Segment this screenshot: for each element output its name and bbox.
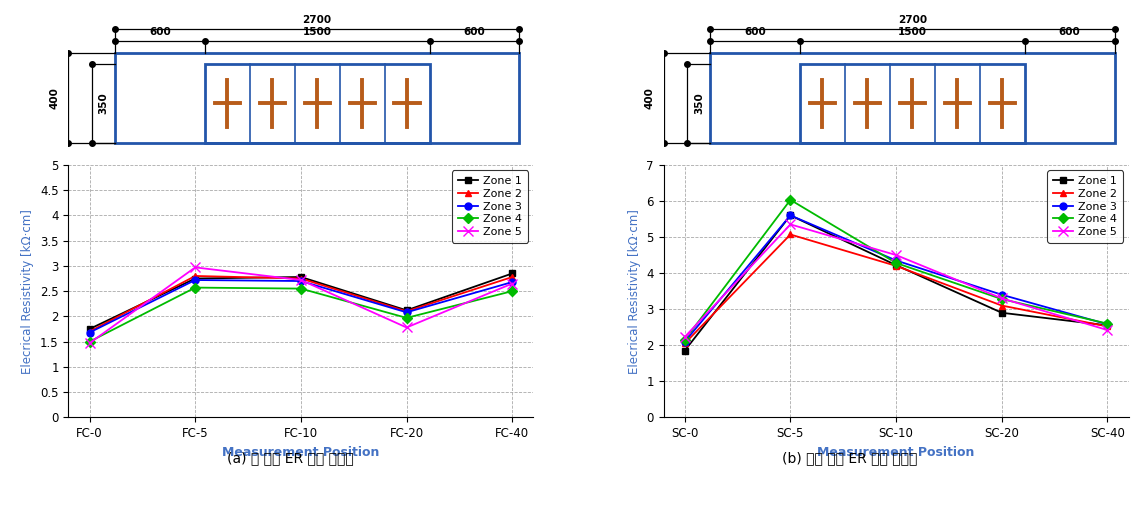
Line: Zone 4: Zone 4	[682, 196, 1112, 343]
Line: Zone 3: Zone 3	[682, 212, 1112, 345]
Line: Zone 1: Zone 1	[682, 212, 1112, 354]
Zone 5	[83, 340, 97, 346]
Text: 600: 600	[744, 27, 766, 37]
Text: (b) 전단 기둥 ER 결과 그래프: (b) 전단 기둥 ER 결과 그래프	[782, 451, 917, 465]
Zone 2	[783, 232, 797, 238]
Zone 2	[1100, 323, 1114, 329]
Zone 3	[995, 292, 1009, 298]
Text: 1500: 1500	[898, 27, 927, 37]
Zone 2	[678, 341, 692, 347]
X-axis label: Measurement Position: Measurement Position	[222, 446, 380, 459]
Zone 4	[889, 260, 903, 266]
Y-axis label: Elecrical Resistivity [kΩ·cm]: Elecrical Resistivity [kΩ·cm]	[22, 209, 34, 374]
Zone 3	[783, 212, 797, 218]
Line: Zone 2: Zone 2	[86, 272, 515, 335]
Zone 1	[1100, 322, 1114, 328]
Zone 5	[678, 334, 692, 340]
Zone 3	[889, 258, 903, 264]
Zone 4	[294, 286, 308, 292]
Line: Zone 3: Zone 3	[86, 276, 515, 336]
Zone 4	[783, 197, 797, 203]
Zone 5	[995, 295, 1009, 301]
Legend: Zone 1, Zone 2, Zone 3, Zone 4, Zone 5: Zone 1, Zone 2, Zone 3, Zone 4, Zone 5	[1048, 171, 1123, 243]
Zone 5	[505, 280, 519, 287]
Zone 1	[294, 274, 308, 280]
Zone 2	[188, 273, 202, 279]
Zone 2	[294, 275, 308, 281]
Zone 2	[889, 263, 903, 269]
Text: 350: 350	[99, 93, 108, 114]
Zone 2	[83, 328, 97, 334]
Zone 2	[505, 274, 519, 280]
Zone 1	[889, 262, 903, 268]
Zone 3	[505, 279, 519, 285]
Zone 3	[678, 338, 692, 345]
Text: 2700: 2700	[302, 15, 332, 24]
Text: 400: 400	[644, 87, 654, 109]
Text: 600: 600	[464, 27, 486, 37]
Zone 3	[83, 329, 97, 335]
Zone 5	[783, 221, 797, 228]
Zone 1	[678, 348, 692, 354]
Zone 1	[83, 326, 97, 332]
Y-axis label: Elecrical Resistivity [kΩ·cm]: Elecrical Resistivity [kΩ·cm]	[628, 209, 641, 374]
Zone 4	[188, 285, 202, 291]
Zone 4	[505, 288, 519, 294]
Line: Zone 5: Zone 5	[84, 263, 518, 348]
Zone 3	[294, 278, 308, 284]
Zone 4	[83, 338, 97, 345]
Zone 2	[400, 308, 414, 315]
Line: Zone 4: Zone 4	[86, 284, 515, 345]
Zone 5	[294, 277, 308, 283]
Zone 4	[400, 315, 414, 321]
Text: 600: 600	[1059, 27, 1081, 37]
Line: Zone 2: Zone 2	[682, 231, 1112, 347]
Text: 1500: 1500	[303, 27, 332, 37]
Zone 2	[995, 302, 1009, 308]
Text: 2700: 2700	[898, 15, 927, 24]
Zone 4	[1100, 321, 1114, 327]
Text: 350: 350	[694, 93, 703, 114]
Line: Zone 5: Zone 5	[679, 219, 1113, 342]
Zone 3	[1100, 321, 1114, 327]
Zone 1	[783, 212, 797, 218]
Line: Zone 1: Zone 1	[86, 270, 515, 332]
Zone 4	[995, 296, 1009, 302]
Zone 5	[1100, 327, 1114, 333]
Legend: Zone 1, Zone 2, Zone 3, Zone 4, Zone 5: Zone 1, Zone 2, Zone 3, Zone 4, Zone 5	[453, 171, 528, 243]
Zone 3	[400, 309, 414, 316]
X-axis label: Measurement Position: Measurement Position	[817, 446, 975, 459]
Zone 1	[505, 270, 519, 276]
Zone 1	[995, 309, 1009, 316]
Zone 5	[188, 264, 202, 270]
Text: 600: 600	[149, 27, 171, 37]
Zone 4	[678, 337, 692, 343]
Zone 1	[188, 275, 202, 281]
Text: (a) 휨 기둥 ER 결과 그래프: (a) 휨 기둥 ER 결과 그래프	[227, 451, 355, 465]
Zone 5	[400, 324, 414, 330]
Zone 5	[889, 252, 903, 258]
Zone 3	[188, 277, 202, 283]
Text: 400: 400	[49, 87, 59, 109]
Zone 1	[400, 307, 414, 314]
